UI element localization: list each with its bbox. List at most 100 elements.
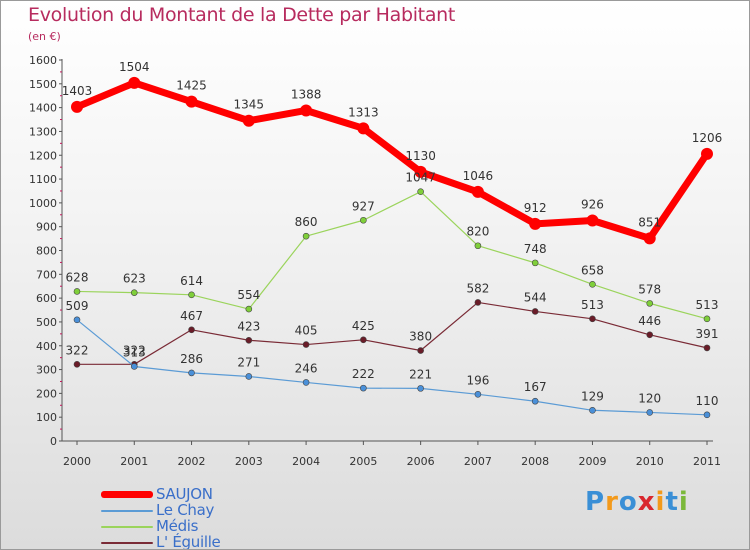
x-tick-label: 2001 [120, 455, 148, 468]
y-tick-label: 1400 [29, 102, 57, 115]
data-point-saujon [471, 185, 484, 198]
data-point-saujon [185, 95, 198, 108]
data-point-saujon [529, 217, 542, 230]
x-tick-label: 2003 [235, 455, 263, 468]
data-label-m-dis: 927 [352, 199, 375, 213]
data-point-m-dis [188, 291, 195, 299]
data-point-m-dis [417, 188, 424, 195]
data-point-l-guille [646, 331, 654, 339]
chart-unit: (en €) [28, 30, 61, 43]
logo-letter: r [605, 487, 619, 517]
data-point-l-guille [417, 347, 424, 354]
data-point-m-dis [245, 305, 253, 313]
data-label-l-guille: 467 [180, 309, 203, 323]
data-point-m-dis [589, 281, 596, 288]
y-tick-label: 500 [36, 316, 57, 329]
legend-swatch [101, 491, 153, 498]
x-tick-label: 2011 [693, 455, 721, 468]
data-label-m-dis: 748 [524, 242, 547, 256]
legend-label: Médis [156, 517, 199, 535]
data-point-saujon [701, 147, 713, 160]
logo-letter: i [678, 487, 689, 517]
data-label-saujon: 1403 [62, 84, 93, 98]
data-label-saujon: 1345 [234, 98, 265, 112]
data-label-l-guille: 391 [696, 327, 719, 341]
data-label-le-chay: 196 [466, 373, 489, 387]
data-label-m-dis: 578 [638, 282, 661, 296]
y-tick-label: 1100 [29, 173, 57, 186]
data-point-m-dis [73, 288, 81, 295]
data-point-l-guille [302, 341, 310, 348]
legend-swatch [101, 510, 153, 512]
data-label-saujon: 1388 [291, 87, 322, 101]
x-tick-label: 2008 [521, 455, 549, 468]
data-label-saujon: 1206 [692, 131, 723, 145]
data-label-l-guille: 322 [66, 343, 89, 357]
data-point-m-dis [703, 315, 711, 323]
data-label-l-guille: 423 [237, 319, 260, 333]
data-point-saujon [414, 165, 427, 178]
data-label-saujon: 926 [581, 197, 604, 211]
logo-letter: P [585, 487, 606, 517]
data-label-l-guille: 322 [123, 343, 146, 357]
data-point-le-chay [245, 373, 253, 380]
x-tick-label: 2009 [578, 455, 606, 468]
data-point-l-guille [474, 299, 482, 306]
y-tick-label: 1200 [29, 149, 57, 162]
data-point-l-guille [73, 361, 81, 368]
data-label-le-chay: 221 [409, 367, 432, 381]
y-tick-label: 0 [50, 435, 57, 448]
data-label-l-guille: 582 [466, 281, 489, 295]
data-label-m-dis: 513 [696, 298, 719, 312]
data-label-saujon: 851 [638, 215, 661, 229]
x-tick-label: 2004 [292, 455, 320, 468]
data-label-le-chay: 313 [123, 345, 146, 359]
legend-label: Le Chay [156, 501, 215, 519]
data-point-le-chay [302, 379, 310, 386]
data-point-le-chay [703, 411, 711, 419]
data-label-m-dis: 860 [295, 215, 318, 229]
data-point-le-chay [531, 397, 539, 405]
series-line-m-dis [76, 191, 708, 320]
data-point-saujon [71, 100, 83, 113]
data-point-le-chay [417, 385, 424, 392]
y-tick-label: 700 [36, 268, 57, 281]
data-label-m-dis: 623 [123, 272, 146, 286]
legend-swatch [101, 526, 153, 528]
y-tick-label: 600 [36, 292, 57, 305]
x-tick-label: 2006 [407, 455, 435, 468]
data-point-m-dis [474, 242, 482, 250]
data-label-saujon: 912 [524, 201, 547, 215]
y-tick-label: 1600 [29, 54, 57, 67]
y-tick-label: 900 [36, 221, 57, 234]
data-point-le-chay [188, 369, 195, 377]
data-point-l-guille [360, 336, 367, 344]
legend-swatch [101, 542, 153, 544]
data-point-m-dis [531, 259, 539, 267]
data-label-l-guille: 425 [352, 319, 375, 333]
data-label-le-chay: 509 [66, 299, 89, 313]
data-label-saujon: 1504 [119, 60, 150, 74]
data-label-le-chay: 120 [638, 391, 661, 405]
data-label-le-chay: 246 [295, 361, 318, 375]
x-tick-label: 2005 [349, 455, 377, 468]
data-point-saujon [643, 232, 656, 245]
data-point-saujon [586, 214, 599, 227]
data-point-l-guille [245, 336, 253, 344]
data-label-saujon: 1130 [405, 149, 436, 163]
data-point-l-guille [703, 344, 711, 352]
data-label-le-chay: 129 [581, 389, 604, 403]
data-label-m-dis: 658 [581, 263, 604, 277]
data-point-saujon [128, 76, 141, 89]
logo-letter: i [655, 487, 666, 517]
data-label-m-dis: 820 [466, 225, 489, 239]
data-point-le-chay [589, 406, 596, 414]
logo-letter: x [637, 487, 656, 517]
data-label-le-chay: 222 [352, 367, 375, 381]
data-label-saujon: 1313 [348, 105, 379, 119]
data-label-m-dis: 554 [237, 288, 260, 302]
data-label-saujon: 1046 [463, 169, 494, 183]
chart-title: Evolution du Montant de la Dette par Hab… [28, 4, 456, 26]
